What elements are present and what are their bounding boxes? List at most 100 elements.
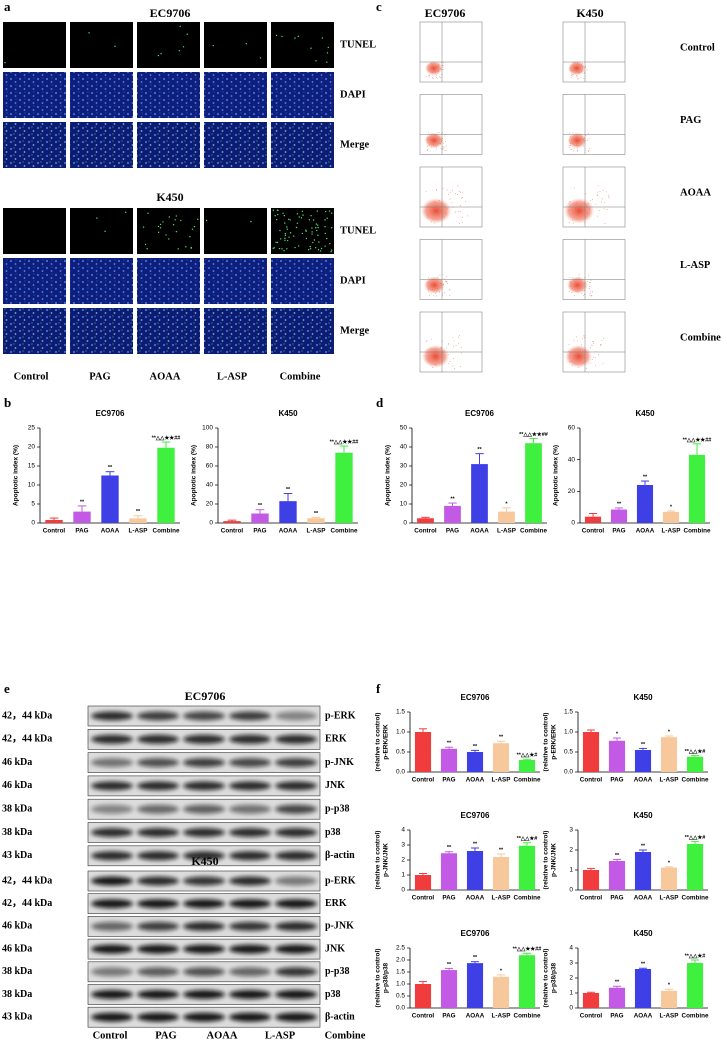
flow-dot [600, 344, 602, 345]
y-tick-label: 0.5 [564, 749, 573, 756]
flow-dot [574, 138, 576, 139]
micrograph [204, 122, 267, 168]
tunel-dot [324, 210, 327, 213]
tunel-dot [191, 228, 194, 230]
flow-dot [569, 142, 571, 144]
flow-dot [588, 138, 590, 139]
protein-label: p38 [325, 989, 341, 1000]
y-tick-label: 1.5 [396, 709, 405, 716]
flow-dot [595, 357, 596, 359]
blot-band [91, 944, 133, 954]
tunel-dot [124, 211, 127, 214]
tunel-dot [297, 35, 299, 38]
flow-dot [570, 143, 572, 144]
micrograph [3, 258, 66, 304]
blot-band [91, 921, 133, 931]
cell-line-title: EC9706 [150, 6, 191, 20]
significance: ** [641, 742, 646, 748]
tunel-dot [197, 218, 199, 220]
flow-dot [596, 195, 598, 197]
tunel-dot [144, 243, 147, 246]
bar [686, 844, 704, 890]
flow-dot [446, 189, 448, 191]
flow-dot [440, 280, 442, 282]
flow-dot [571, 142, 573, 144]
tunel-dot [327, 46, 329, 49]
tunel-dot [321, 37, 324, 39]
bar [686, 756, 704, 772]
group-label: PAG [680, 115, 701, 126]
chart-title: K450 [278, 409, 298, 418]
micrograph [137, 308, 200, 354]
micrograph [70, 258, 133, 304]
micrograph [137, 22, 200, 68]
x-tick-label: Combine [514, 777, 541, 784]
y-tick-label: 1 [569, 990, 573, 997]
tunel-dot [104, 230, 106, 233]
tunel-dot [277, 213, 279, 216]
flow-dot [602, 189, 604, 191]
flow-dot [438, 138, 440, 140]
flow-cloud [567, 132, 587, 149]
y-tick-label: 40 [206, 482, 214, 489]
chart-title: EC9706 [461, 929, 490, 938]
x-tick-label: Combine [514, 895, 541, 902]
tunel-dot [286, 226, 288, 228]
tunel-dot [168, 216, 171, 218]
protein-label: ERK [325, 898, 347, 909]
x-tick-label: PAG [442, 777, 455, 784]
blot-band [229, 781, 271, 791]
tunel-dot [308, 219, 311, 221]
panel-label: a [4, 0, 11, 14]
bar [634, 969, 652, 1008]
blot-band [137, 851, 179, 861]
significance: * [616, 731, 619, 737]
flow-dot [573, 339, 575, 341]
flow-dot [431, 284, 433, 285]
flow-dot [435, 146, 437, 148]
chart-title: EC9706 [96, 409, 125, 418]
flow-dot [574, 208, 576, 210]
flow-dot [426, 340, 427, 342]
micrograph [204, 308, 267, 354]
blot-band [229, 899, 271, 909]
group-label: Control [93, 1030, 128, 1041]
tunel-dot [319, 250, 322, 252]
bar [279, 501, 297, 523]
bar [414, 732, 432, 772]
flow-dot [437, 66, 438, 68]
y-axis-label: (relative to control) [375, 831, 382, 890]
tunel-dot [315, 60, 317, 62]
flow-dot [603, 338, 604, 340]
y-tick-label: 5 [31, 501, 35, 508]
flow-dot [580, 76, 582, 78]
x-tick-label: Control [580, 1013, 603, 1020]
significance: ** [617, 501, 622, 507]
y-tick-label: 60 [568, 425, 576, 432]
tunel-dot [175, 230, 178, 233]
significance: ** [615, 853, 620, 859]
tunel-dot [275, 34, 278, 37]
flow-dot [590, 279, 592, 281]
tunel-dot [168, 238, 170, 240]
flow-dot [569, 277, 571, 279]
flow-dot [447, 208, 449, 210]
tunel-dot [302, 214, 304, 216]
blot-band [229, 1012, 271, 1022]
flow-dot [431, 66, 433, 68]
flow-dot [427, 277, 429, 279]
flow-dot [595, 365, 597, 367]
bar [101, 475, 119, 523]
y-tick-label: 40 [400, 444, 408, 451]
flow-dot [576, 147, 578, 149]
flow-dot [576, 76, 578, 78]
stain-label: DAPI [340, 89, 366, 100]
flow-dot [585, 135, 587, 136]
x-tick-label: PAG [612, 528, 625, 535]
flow-dot [589, 294, 591, 296]
blot-band [183, 804, 225, 814]
tunel-dot [142, 226, 145, 228]
x-tick-label: AOAA [634, 777, 653, 784]
flow-dot [431, 71, 433, 73]
flow-dot [590, 282, 591, 283]
